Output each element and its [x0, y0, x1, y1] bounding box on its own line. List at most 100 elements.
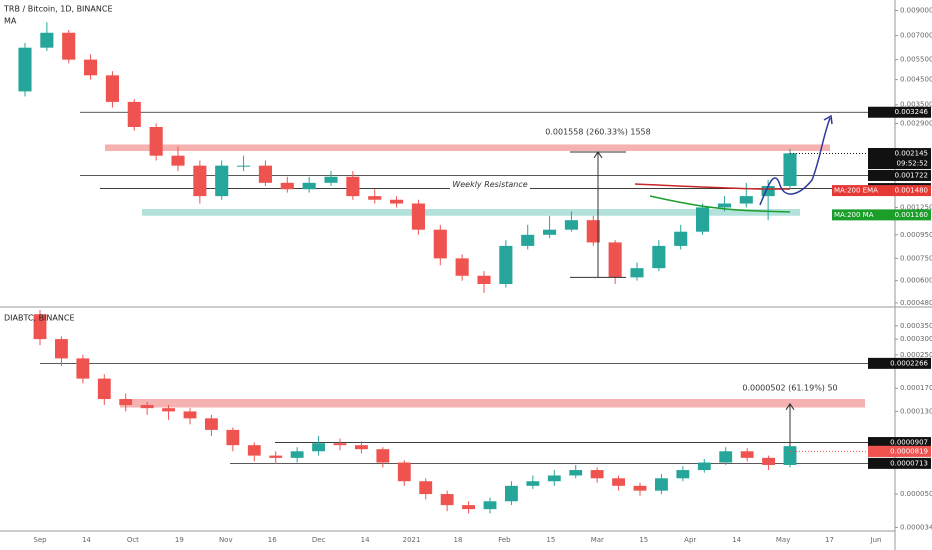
candle-body [719, 451, 733, 463]
price-tag-label: 09:52:52 [897, 160, 928, 168]
y-tick-label: 0.009000 [900, 7, 932, 15]
candle-body [696, 207, 710, 232]
ma-tag-value: 0.001480 [895, 187, 928, 195]
candle-body [761, 185, 775, 197]
candle-body [119, 399, 133, 406]
zone [142, 209, 800, 216]
projection-path [759, 117, 831, 206]
y-tick-label: 0.001250 [900, 203, 932, 211]
ma-line [649, 195, 791, 213]
candle-body [162, 408, 175, 412]
candle-body [547, 475, 561, 482]
price-tag-label: 0.0000713 [890, 459, 928, 467]
candle-body [697, 462, 711, 471]
price-tag [868, 437, 931, 449]
candle-body [739, 196, 753, 204]
price-tag-label: 0.0000907 [890, 439, 928, 447]
candle-body [586, 220, 600, 243]
y-tick-label: 0.007000 [900, 32, 932, 40]
ma-tag-name: MA:200 EMA [834, 187, 878, 195]
candle-body [762, 457, 775, 465]
y-tick-label: 0.004500 [900, 76, 932, 84]
candle-body [324, 176, 338, 183]
ma-tag-name: MA:200 MA [834, 211, 874, 219]
candle-body [633, 485, 647, 491]
candle-body [390, 199, 404, 204]
candle-body [612, 478, 625, 486]
candle-body [355, 445, 368, 450]
y-tick-label: 0.000750 [900, 254, 932, 262]
price-tag [868, 457, 931, 469]
candle-body [302, 182, 316, 190]
candle-body [521, 234, 535, 246]
projection-arrowhead [823, 114, 833, 125]
price-tag [868, 357, 931, 369]
candle-body [652, 245, 666, 269]
candle-body [543, 229, 557, 235]
candle-body [483, 501, 497, 510]
candle-body [783, 446, 797, 465]
x-tick-label: 17 [825, 536, 834, 544]
candle-body [376, 449, 390, 463]
price-tag-label: 0.0000819 [890, 447, 928, 455]
candle-body [18, 47, 32, 92]
candle-body [717, 203, 731, 208]
candle-body [499, 245, 513, 285]
candle-body [215, 165, 229, 197]
candle-body [569, 470, 583, 476]
zone [120, 399, 865, 408]
y-tick-label: 0.003500 [900, 101, 932, 109]
candle-body [140, 405, 154, 409]
candle-body [590, 470, 604, 479]
candle-body [397, 462, 411, 482]
x-tick-label: May [776, 536, 790, 544]
candle-body [440, 494, 454, 506]
candle-body [258, 165, 272, 183]
candle-body [346, 176, 360, 197]
price-tag [868, 106, 931, 118]
candle-body [505, 485, 518, 502]
ma-tag-value: 0.001160 [895, 211, 928, 219]
x-tick-label: Feb [498, 536, 511, 544]
annotation: Weekly Resistance [452, 180, 527, 189]
candle-body [226, 429, 240, 446]
x-tick-label: 15 [546, 536, 555, 544]
ma-tag [832, 185, 931, 197]
y-tick-label: 0.005500 [900, 56, 932, 64]
candle-body [564, 220, 578, 230]
indicator-label: MA [4, 17, 17, 26]
candle-body [269, 455, 283, 458]
candle-body [105, 75, 119, 102]
price-tag-label: 0.002145 [895, 150, 928, 158]
x-tick-label: 16 [268, 536, 277, 544]
x-tick-label: 15 [639, 536, 648, 544]
candle-body [55, 339, 68, 359]
x-tick-label: Dec [312, 536, 326, 544]
candle-body [462, 505, 475, 510]
measure-arrowhead [785, 402, 795, 411]
candle-body [740, 451, 754, 458]
candle-body [477, 275, 491, 285]
price-tag-label: 0.003246 [895, 108, 929, 116]
candle-body [247, 445, 261, 456]
x-tick-label: Mar [591, 536, 604, 544]
candle-body [171, 155, 185, 166]
x-tick-label: Jun [870, 536, 882, 544]
candle-body [97, 378, 111, 400]
ema-line [634, 183, 790, 190]
y-tick-label: 0.002900 [900, 119, 932, 127]
candle-body [674, 231, 688, 246]
x-tick-label: 19 [175, 536, 184, 544]
measure-label: 0.001558 (260.33%) 1558 [545, 127, 650, 136]
annotation-bg [450, 178, 530, 190]
candle-body [526, 481, 540, 486]
candle-body [783, 153, 797, 186]
candle-body [433, 229, 447, 259]
